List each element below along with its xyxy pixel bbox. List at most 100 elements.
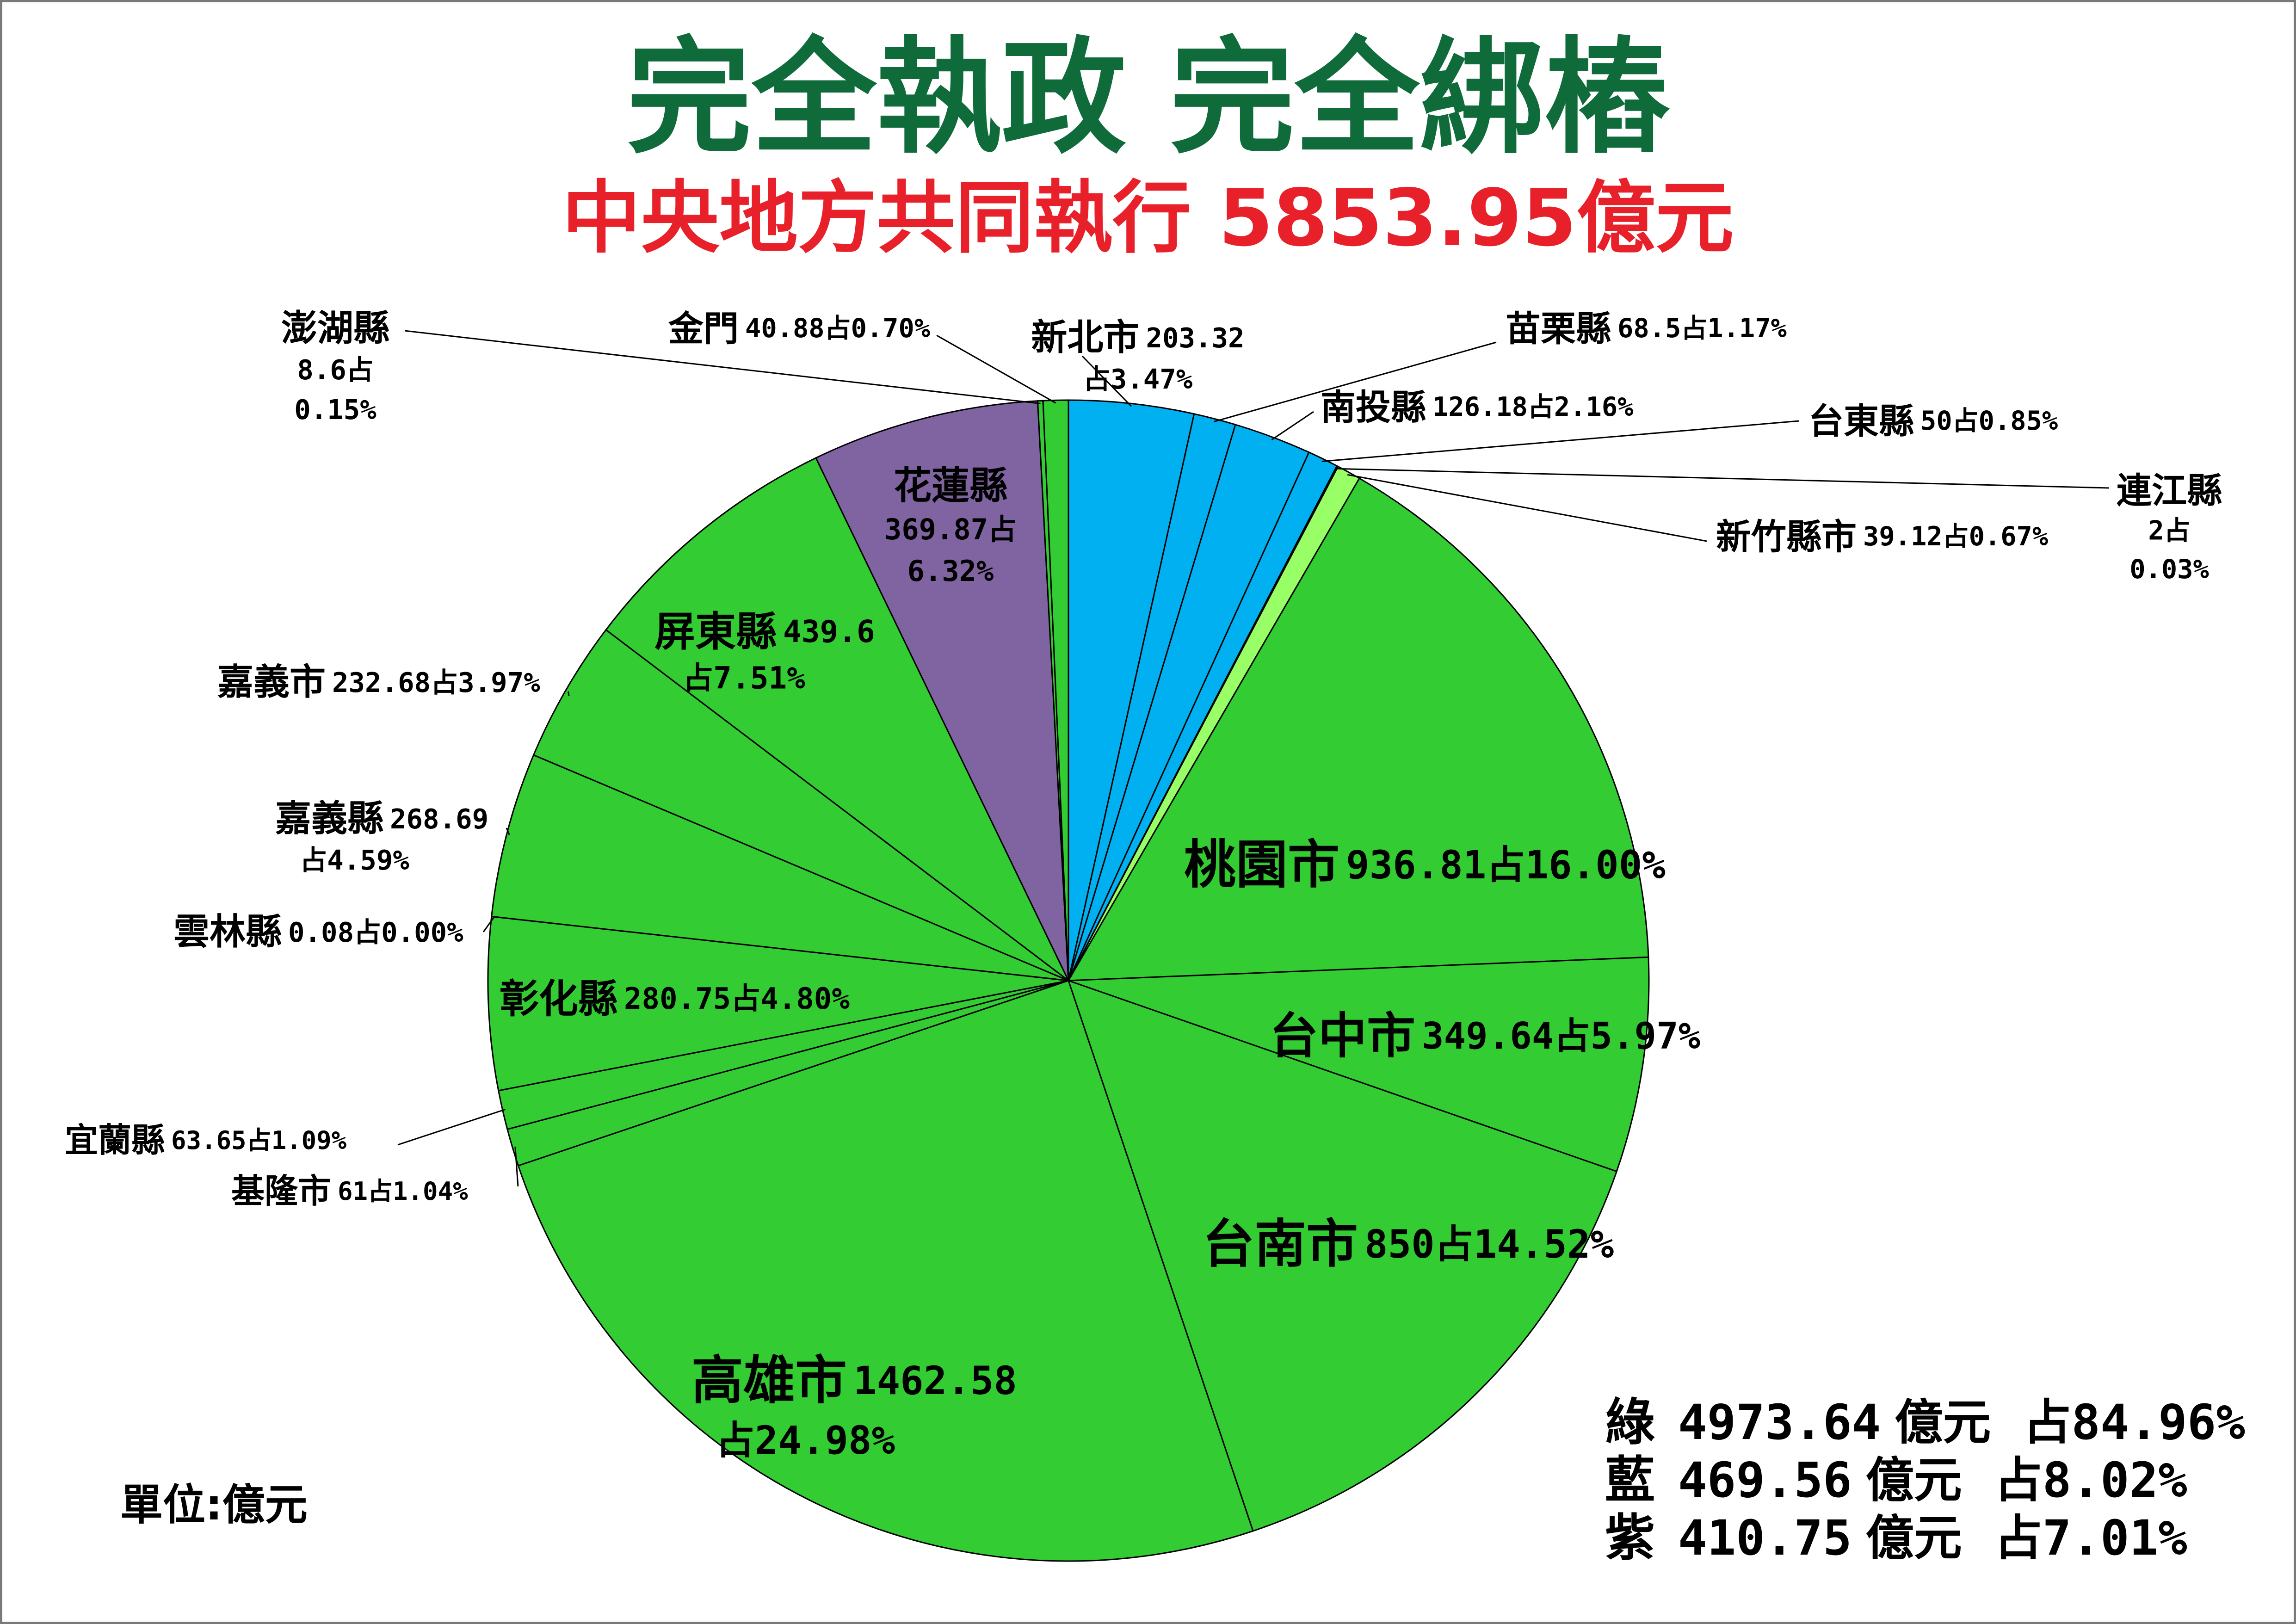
label-name-嘉義市: 嘉義市 [217,661,326,703]
label-南投縣: 南投縣 126.18占2.16% [1321,387,1634,428]
label-name-高雄市: 高雄市 [691,1351,847,1411]
summary-party: 藍 [1605,1451,1655,1509]
summary-row: 綠 4973.64 億元 占84.96% [1605,1394,2245,1451]
label-name-基隆市: 基隆市 [231,1172,331,1210]
leader-澎湖縣 [404,330,1041,404]
pie-slices [487,399,1650,1562]
label-value-新竹縣市: 39.12占0.67% [1863,521,2048,552]
label-name-台東縣: 台東縣 [1808,401,1914,442]
label-value-彰化縣: 280.75占4.80% [624,982,850,1016]
label-percent-高雄市: 占24.98% [716,1418,895,1463]
label-value-南投縣: 126.18占2.16% [1432,392,1634,422]
label-台南市: 台南市 850占14.52% [1203,1214,1614,1274]
label-value-嘉義市: 232.68占3.97% [332,667,540,698]
summary-party: 綠 [1605,1394,1655,1451]
leader-新竹縣市 [1347,474,1707,542]
label-高雄市: 高雄市 1462.58 [691,1351,1017,1411]
leader-宜蘭縣 [397,1109,506,1146]
label-value-連江縣: 2占 [2148,515,2190,546]
leader-苗栗縣 [1214,341,1497,422]
label-花蓮縣: 花蓮縣 [894,464,1007,508]
label-澎湖縣: 澎湖縣 [281,308,389,349]
summary-amount: 469.56 [1678,1452,1852,1508]
label-value-基隆市: 61占1.04% [338,1177,468,1206]
label-name-台中市: 台中市 [1270,1008,1415,1064]
summary-unit: 億元 [1866,1510,1962,1566]
leader-嘉義市 [568,691,570,697]
slice-台中市 [1068,956,1650,1173]
leader-lines [397,330,2110,1187]
label-嘉義市: 嘉義市 232.68占3.97% [217,661,540,703]
leader-連江縣 [1336,468,2110,489]
summary-amount: 4973.64 [1678,1394,1881,1451]
label-value-高雄市: 1462.58 [853,1358,1017,1403]
label-name-雲林縣: 雲林縣 [173,911,282,953]
label-name-新竹縣市: 新竹縣市 [1716,516,1857,557]
label-value-雲林縣: 0.08占0.00% [288,916,463,948]
slice-金門 [1042,399,1069,981]
label-value-桃園市: 936.81占16.00% [1346,842,1666,888]
label-value-台南市: 850占14.52% [1364,1222,1614,1267]
label-percent-新北市: 占3.47% [1083,363,1193,395]
label-連江縣: 連江縣 [2117,470,2222,511]
summary-unit: 億元 [1895,1394,1991,1451]
summary-row: 藍 469.56 億元 占8.02% [1605,1451,2187,1509]
label-宜蘭縣: 宜蘭縣 63.65占1.09% [65,1121,347,1160]
leader-南投縣 [1271,411,1314,441]
summary-row: 紫 410.75 億元 占7.01% [1605,1509,2187,1567]
label-台東縣: 台東縣 50占0.85% [1808,401,2058,442]
chart-title: 完全執政 完全綁樁 [627,25,1671,171]
slice-屏東縣 [605,457,1069,982]
label-台中市: 台中市 349.64占5.97% [1270,1008,1701,1064]
label-value-新北市: 203.32 [1146,322,1244,354]
slice-labels: 新北市 203.32 占3.47% 苗栗縣 68.5占1.17% 南投縣 126.18占2.… [65,308,2222,1463]
label-value-嘉義縣: 268.69 [390,803,488,835]
summary-share: 占84.96% [2023,1394,2245,1451]
label-桃園市: 桃園市 936.81占16.00% [1184,835,1666,895]
label-name-苗栗縣: 苗栗縣 [1506,308,1611,349]
label-value-澎湖縣: 8.6占 [297,354,374,386]
label-新竹縣市: 新竹縣市 39.12占0.67% [1716,516,2048,557]
leader-金門 [936,334,1056,404]
label-新北市: 新北市 203.32 [1031,317,1244,358]
summary-amount: 410.75 [1678,1510,1852,1566]
slice-桃園市 [1067,477,1649,982]
label-percent-澎湖縣: 0.15% [294,394,376,426]
leader-雲林縣 [482,916,495,932]
leader-台東縣 [1321,420,1800,462]
leader-基隆市 [514,1147,519,1187]
slice-高雄市 [517,980,1254,1562]
label-name-金門: 金門 [668,308,739,349]
leader-新北市 [1081,355,1132,407]
label-苗栗縣: 苗栗縣 68.5占1.17% [1506,308,1787,349]
slice-嘉義縣 [491,754,1069,982]
label-value-金門: 40.88占0.70% [745,313,930,344]
label-name-宜蘭縣: 宜蘭縣 [65,1121,165,1160]
leader-嘉義縣 [506,827,510,835]
label-雲林縣: 雲林縣 0.08占0.00% [173,911,463,953]
label-name-屏東縣: 屏東縣 [654,608,777,655]
label-percent-屏東縣: 占7.51% [683,661,805,696]
summary-unit: 億元 [1866,1452,1962,1508]
label-value-台中市: 349.64占5.97% [1422,1015,1701,1057]
label-percent-連江縣: 0.03% [2129,554,2209,585]
slice-台南市 [1067,979,1618,1532]
unit-label: 單位:億元 [120,1480,308,1530]
label-value-屏東縣: 439.6 [783,614,875,649]
label-name-台南市: 台南市 [1203,1214,1358,1274]
chart-subtitle: 中央地方共同執行 5853.95億元 [562,173,1734,264]
label-name-桃園市: 桃園市 [1184,835,1339,895]
label-name-花蓮縣: 花蓮縣 [894,464,1007,508]
label-彰化縣: 彰化縣 280.75占4.80% [500,976,850,1022]
summary-party: 紫 [1605,1509,1655,1567]
label-name-連江縣: 連江縣 [2117,470,2222,511]
slice-花蓮縣 [815,400,1069,981]
label-嘉義縣: 嘉義縣 268.69 [275,798,488,840]
label-value-宜蘭縣: 63.65占1.09% [171,1126,347,1155]
label-value-花蓮縣: 369.87占 [884,513,1017,546]
label-金門: 金門 40.88占0.70% [668,308,930,349]
slice-嘉義市 [532,629,1069,982]
label-基隆市: 基隆市 61占1.04% [231,1172,468,1210]
label-value-台東縣: 50占0.85% [1920,406,2058,436]
